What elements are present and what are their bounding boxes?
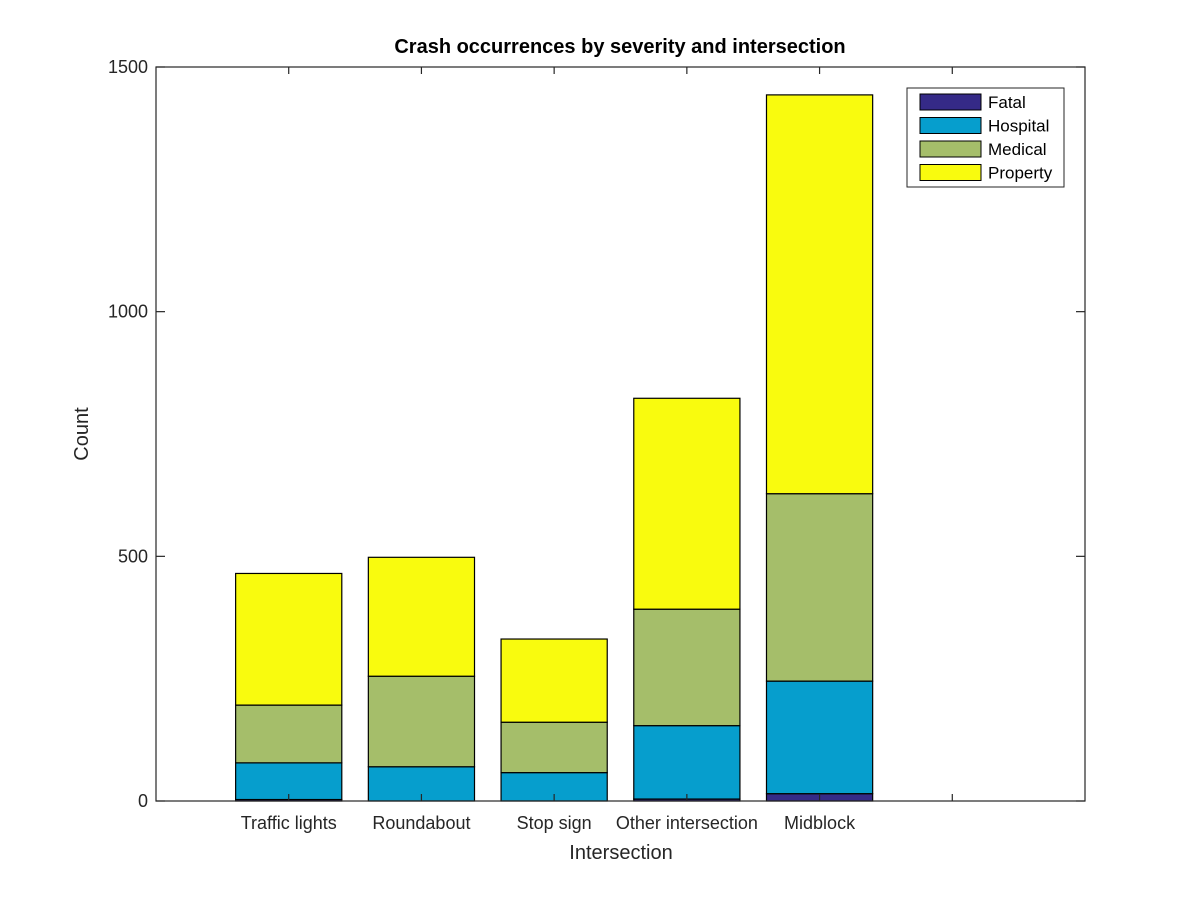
axis-ticks — [156, 66, 1085, 802]
bar-segment-medical-1 — [235, 704, 343, 764]
bar-segment-property-2 — [367, 556, 476, 677]
bars-layer — [235, 94, 874, 802]
legend-swatch-property — [919, 164, 982, 181]
bar-segment-hospital-5 — [765, 680, 874, 795]
legend-swatch-medical — [919, 140, 982, 158]
x-axis-label: Intersection — [569, 842, 672, 864]
bar-segment-medical-2 — [367, 675, 476, 768]
bar-segment-hospital-4 — [633, 725, 741, 800]
y-tick-label: 1500 — [108, 57, 148, 77]
chart-title: Crash occurrences by severity and inters… — [394, 36, 845, 58]
bar-segment-property-3 — [500, 638, 608, 723]
legend: Fatal Hospital Medical Property — [906, 87, 1065, 188]
bar-segment-medical-3 — [500, 721, 608, 774]
legend-label-fatal: Fatal — [988, 93, 1026, 112]
y-axis-label: Count — [71, 407, 93, 461]
legend-swatch-hospital — [919, 117, 982, 134]
x-tick-label: Midblock — [784, 813, 856, 833]
y-tick-label: 500 — [118, 546, 148, 566]
x-tick-label: Roundabout — [372, 813, 470, 833]
legend-swatch-fatal — [919, 93, 982, 111]
y-tick-label: 1000 — [108, 302, 148, 322]
x-tick-label: Traffic lights — [241, 813, 337, 833]
bar-segment-hospital-1 — [235, 762, 343, 801]
bar-segment-medical-4 — [633, 608, 741, 727]
legend-label-medical: Medical — [988, 140, 1047, 159]
bar-segment-property-1 — [235, 572, 343, 706]
plot-area-frame — [155, 66, 1086, 802]
legend-label-hospital: Hospital — [988, 117, 1049, 136]
legend-label-property: Property — [988, 164, 1053, 183]
bar-segment-medical-5 — [765, 493, 874, 682]
x-tick-label: Other intersection — [616, 813, 758, 833]
y-tick-label: 0 — [138, 791, 148, 811]
x-tick-label: Stop sign — [517, 813, 592, 833]
bar-segment-property-4 — [633, 397, 741, 610]
bar-segment-property-5 — [765, 94, 874, 495]
